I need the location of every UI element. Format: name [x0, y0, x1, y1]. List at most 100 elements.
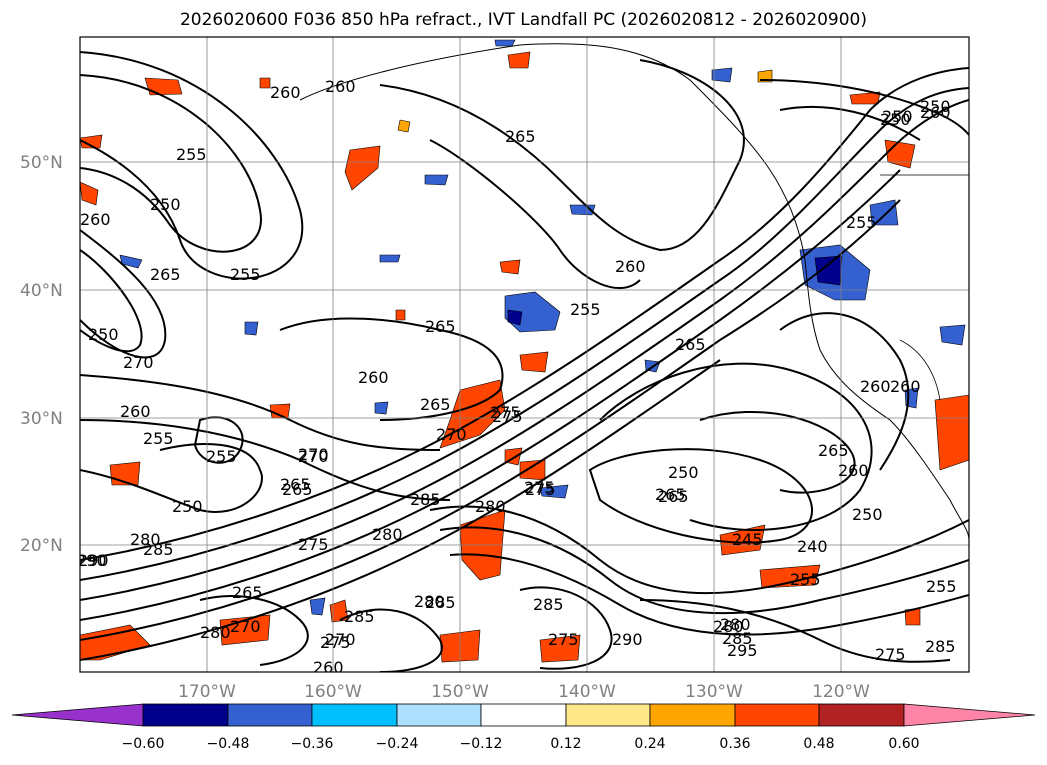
contour-label: 265 [505, 127, 536, 146]
contour-label: 280 [713, 617, 744, 636]
contour-label: 285 [722, 629, 753, 648]
map-frame [79, 36, 970, 673]
lon-label-160w: 160°W [304, 682, 362, 702]
contours [80, 51, 969, 672]
contour-label: 265 [150, 265, 181, 284]
contour-label: 290 [76, 551, 107, 570]
contour-label: 265 [655, 485, 686, 504]
colorbar-bin [565, 703, 651, 727]
contour-label: 265 [425, 317, 456, 336]
colorbar-bin [480, 703, 567, 727]
contour-label: 260 [120, 402, 151, 421]
shading-cool [119, 39, 966, 616]
coastline [299, 43, 969, 541]
colorbar-bin [142, 703, 229, 727]
contour-label: 260 [358, 368, 389, 387]
lat-label-50n: 50°N [20, 153, 63, 173]
contour-label: 265 [280, 475, 311, 494]
contour-label: 255 [790, 570, 821, 589]
contour-label: 285 [143, 540, 174, 559]
colorbar-tick: 0.12 [550, 736, 581, 752]
contour-label: 255 [176, 145, 207, 164]
contour-label: 255 [206, 447, 237, 466]
contour-label: 280 [720, 615, 751, 634]
contour-label: 250 [882, 107, 913, 126]
contour-labels: 260 265 255 250 260 265 255 250 260 265 … [76, 77, 957, 677]
contour-label: 250 [920, 97, 951, 116]
contour-label: 255 [570, 300, 601, 319]
colorbar-bin [396, 703, 482, 727]
contour-label: 260 [890, 377, 921, 396]
contour-label: 240 [797, 537, 828, 556]
colorbar-tick: 0.24 [634, 736, 665, 752]
contour-label: 275 [875, 645, 906, 664]
contour-label: 255 [230, 265, 261, 284]
longitude-labels: 170°W 160°W 150°W 140°W 130°W 120°W [178, 682, 870, 702]
contour-label: 265 [420, 395, 451, 414]
map-title: 2026020600 F036 850 hPa refract., IVT La… [179, 10, 867, 30]
contour-label: 290 [78, 551, 109, 570]
contour-label: 275 [492, 407, 523, 426]
contour-label: 260 [615, 257, 646, 276]
contour-label: 265 [818, 441, 849, 460]
contour-label: 270 [298, 445, 329, 464]
colorbar-ticks: −0.60 −0.48 −0.36 −0.24 −0.12 0.12 0.24 … [122, 736, 920, 752]
latitude-labels: 50°N 40°N 30°N 20°N [20, 153, 63, 556]
contour-label: 275 [298, 535, 329, 554]
lon-label-120w: 120°W [812, 682, 870, 702]
colorbar-tick: −0.12 [460, 736, 503, 752]
contour-label: 260 [838, 461, 869, 480]
contour-label: 275 [320, 633, 351, 652]
contour-label: 275 [524, 478, 555, 497]
colorbar [11, 703, 1036, 727]
contour-label: 285 [410, 490, 441, 509]
contour-label: 280 [200, 623, 231, 642]
contour-label: 260 [313, 658, 344, 677]
lat-label-30n: 30°N [20, 409, 63, 429]
contour-label: 250 [172, 497, 203, 516]
colorbar-tick: −0.60 [122, 736, 165, 752]
colorbar-tick: 0.60 [888, 736, 919, 752]
colorbar-bin [734, 703, 820, 727]
contour-label: 255 [846, 213, 877, 232]
lon-label-170w: 170°W [178, 682, 236, 702]
contour-label: 250 [88, 325, 119, 344]
contour-label: 285 [925, 637, 956, 656]
contour-label: 255 [926, 577, 957, 596]
contour-label: 270 [123, 353, 154, 372]
lat-label-40n: 40°N [20, 281, 63, 301]
contour-label: 275 [525, 480, 556, 499]
colorbar-tick: 0.36 [719, 736, 750, 752]
contour-label: 285 [425, 593, 456, 612]
colorbar-tick: −0.48 [207, 736, 250, 752]
gridlines [80, 37, 969, 672]
contour-label: 270 [325, 630, 356, 649]
contour-label: 245 [732, 530, 763, 549]
contour-label: 260 [860, 377, 891, 396]
contour-label: 285 [344, 607, 375, 626]
contour-label: 270 [436, 425, 467, 444]
contour-label: 260 [920, 103, 951, 122]
contour-label: 250 [880, 110, 911, 129]
colorbar-extend-low [11, 703, 144, 727]
contour-label: 290 [612, 630, 643, 649]
contour-label: 275 [490, 403, 521, 422]
contour-label: 255 [143, 429, 174, 448]
colorbar-bin [311, 703, 398, 727]
contour-label: 280 [475, 497, 506, 516]
lon-label-130w: 130°W [685, 682, 743, 702]
colorbar-tick: 0.48 [803, 736, 834, 752]
contour-label: 280 [130, 530, 161, 549]
contour-label: 265 [658, 487, 689, 506]
contour-label: 260 [325, 77, 356, 96]
contour-label: 270 [298, 447, 329, 466]
lon-label-150w: 150°W [431, 682, 489, 702]
contour-label: 295 [727, 641, 758, 660]
contour-label: 265 [232, 583, 263, 602]
colorbar-bin [818, 703, 905, 727]
colorbar-bin [649, 703, 736, 727]
contour-label: 265 [282, 480, 313, 499]
contour-label: 250 [852, 505, 883, 524]
contour-label: 280 [414, 592, 445, 611]
